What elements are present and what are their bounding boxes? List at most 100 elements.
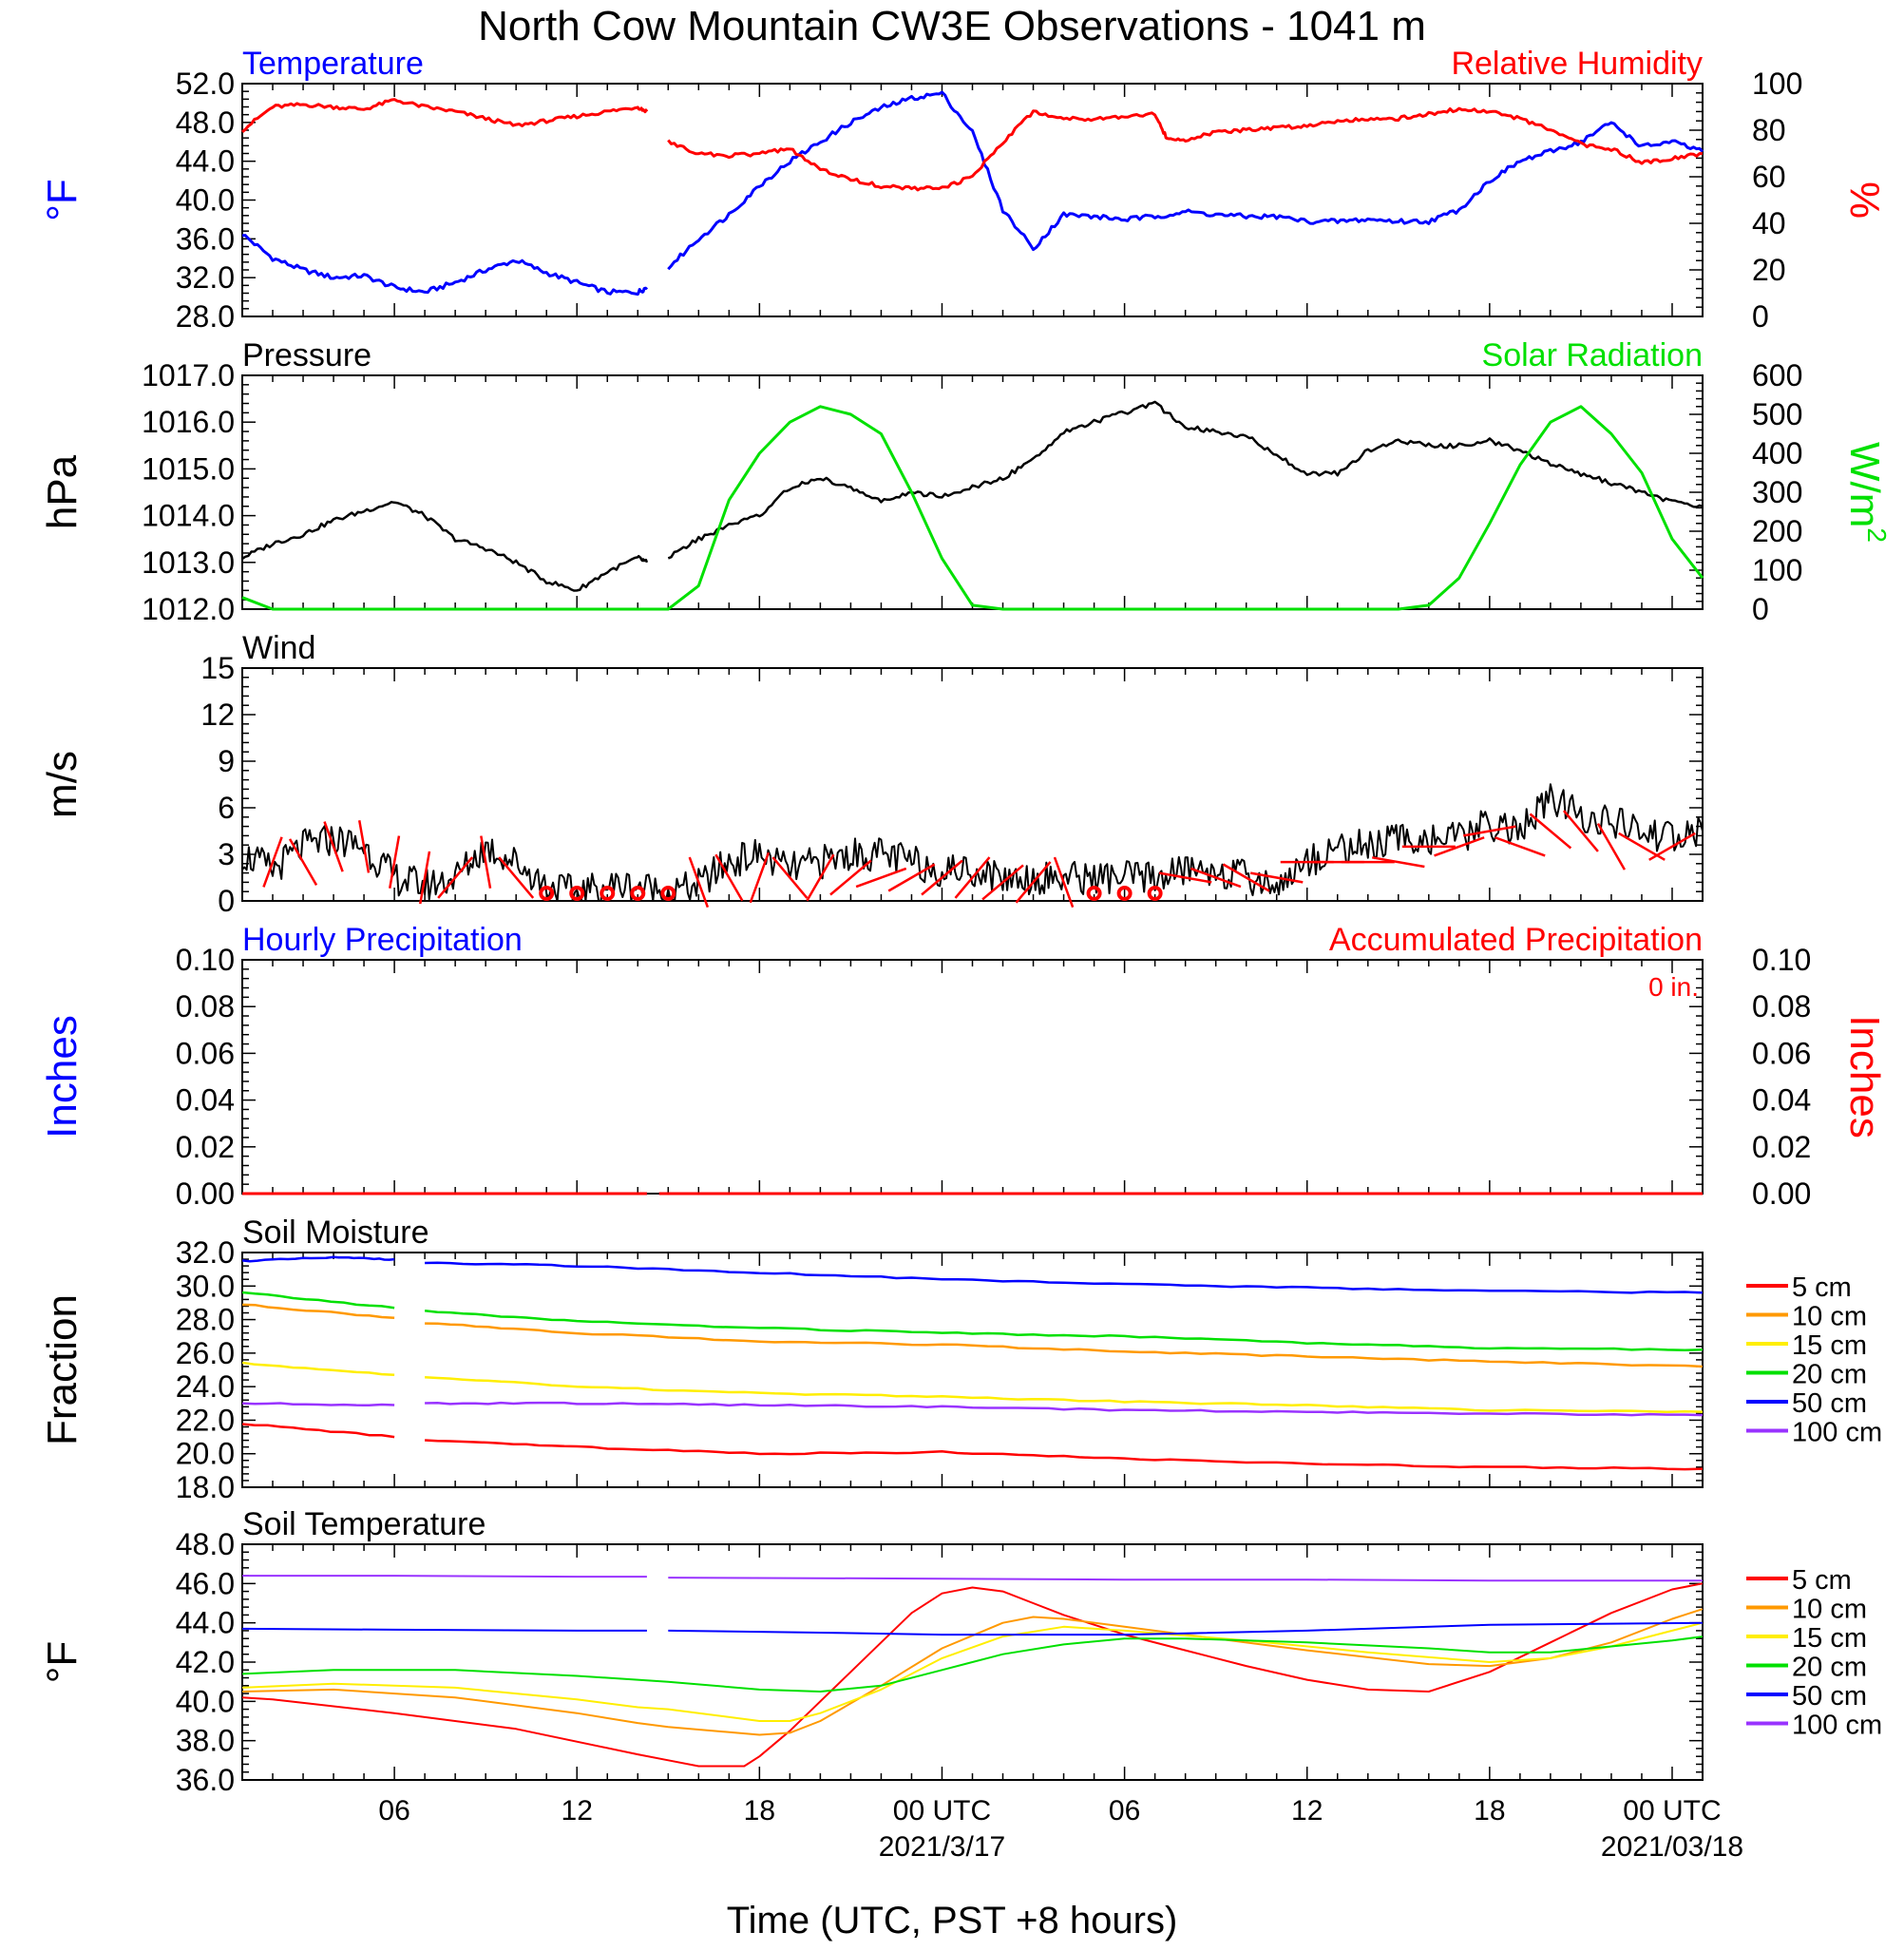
- y-right-tick-label: 0: [1752, 299, 1769, 334]
- y-tick-label: 20.0: [176, 1437, 235, 1471]
- wind-barb: [771, 856, 809, 899]
- 100-cm-line: [241, 1402, 395, 1407]
- 20-cm-line: [241, 1291, 395, 1310]
- wind-barb: [921, 859, 963, 896]
- y-tick-label: 0.06: [176, 1036, 235, 1070]
- wind-barb: [1596, 822, 1627, 870]
- calm-wind-marker: [1086, 886, 1102, 901]
- y-right-tick-label: 100: [1752, 67, 1802, 101]
- y-tick-label: 0.00: [176, 1176, 235, 1211]
- panel-left-title: Pressure: [242, 337, 371, 373]
- y-right-tick-label: 0.02: [1752, 1130, 1811, 1164]
- accumulated-total-label: 0 in.: [1648, 972, 1699, 1002]
- wind-barb: [1371, 856, 1425, 869]
- wind-barbs: [262, 810, 1696, 909]
- time-axis: 06 12 18 00 UTC 06 12 18 00 UTC 2021/3/17 2021/03…: [378, 1795, 1743, 1863]
- y-tick-label: 32.0: [176, 1235, 235, 1270]
- 5-cm-line: [241, 1423, 395, 1439]
- panel-right-title: Accumulated Precipitation: [1329, 922, 1703, 958]
- y-tick-label: 18.0: [176, 1470, 235, 1504]
- y-tick-label: 38.0: [176, 1724, 235, 1758]
- 5-cm-line: [241, 1582, 1704, 1768]
- y-tick-label: 0.08: [176, 989, 235, 1023]
- y-tick-label: 6: [218, 791, 235, 825]
- panel-left-title: Hourly Precipitation: [242, 922, 523, 958]
- legend-label: 15 cm: [1792, 1623, 1867, 1654]
- wind-barb: [389, 835, 401, 889]
- relative-humidity-line: [667, 106, 1704, 192]
- wind-barb: [1222, 863, 1270, 892]
- y-right-axis-title: %: [1841, 182, 1888, 219]
- y-tick-label: 42.0: [176, 1645, 235, 1679]
- y-tick-label: 9: [218, 744, 235, 778]
- 50-cm-line: [241, 1627, 647, 1632]
- 100-cm-line: [425, 1401, 1704, 1417]
- legend-label: 5 cm: [1792, 1565, 1852, 1596]
- x-tick-label: 00 UTC: [893, 1795, 991, 1827]
- y-right-tick-label: 300: [1752, 475, 1802, 509]
- legend-label: 50 cm: [1792, 1681, 1867, 1712]
- x-date-label: 2021/03/18: [1601, 1831, 1743, 1863]
- y-tick-label: 1016.0: [142, 405, 235, 439]
- y-right-tick-label: 80: [1752, 113, 1786, 147]
- y-tick-label: 0.02: [176, 1130, 235, 1164]
- y-tick-label: 1012.0: [142, 592, 235, 626]
- 100-cm-line: [668, 1577, 1703, 1582]
- y-right-tick-label: 0.06: [1752, 1036, 1811, 1070]
- temperature-line: [241, 234, 649, 296]
- plot-frame: [241, 959, 1704, 1195]
- wind-barb: [323, 821, 344, 872]
- x-tick-label: 06: [378, 1795, 409, 1827]
- x-tick-label: 18: [1474, 1795, 1505, 1827]
- wind-barb: [357, 820, 371, 873]
- temperature-humidity-panel: 52.0 48.0 44.0 40.036.0 32.0 28.0 100 80 60 40 20 0…: [39, 46, 1888, 334]
- wind-barb: [954, 856, 991, 899]
- 10-cm-line: [425, 1322, 1704, 1368]
- y-tick-label: 52.0: [176, 67, 235, 101]
- 50-cm-line: [668, 1621, 1704, 1636]
- wind-barb: [981, 864, 1024, 901]
- legend-label: 5 cm: [1792, 1272, 1852, 1303]
- pressure-solar-panel: 1017.0 1016.0 1015.0 1014.0 1013.0 1012.0 600 5…: [39, 337, 1892, 626]
- wind-barb: [1053, 856, 1075, 909]
- y-tick-label: 1015.0: [142, 451, 235, 486]
- panel-right-title: Relative Humidity: [1451, 46, 1703, 82]
- 20-cm-line: [241, 1635, 1704, 1693]
- y-tick-label: 0.10: [176, 943, 235, 977]
- precipitation-panel: 0.10 0.08 0.06 0.04 0.02 0.00 0.10 0.08 0.06 0.04…: [39, 922, 1888, 1211]
- time-axis-title: Time (UTC, PST +8 hours): [727, 1900, 1178, 1941]
- y-tick-label: 15: [200, 651, 235, 685]
- y-tick-label: 26.0: [176, 1336, 235, 1370]
- panels: 52.048.044.040.036.032.028.0100806040200…: [39, 46, 1892, 1797]
- wind-barb: [1463, 825, 1516, 837]
- legend-label: 10 cm: [1792, 1595, 1867, 1625]
- wind-barb: [1249, 871, 1304, 884]
- y-tick-label: 44.0: [176, 1606, 235, 1640]
- wind-barb: [419, 851, 431, 905]
- y-axis-title: °F: [39, 1641, 86, 1683]
- wind-barb: [714, 853, 744, 902]
- x-tick-label: 18: [744, 1795, 775, 1827]
- wind-panel: 15 12 9 6 3 0 Wind m/s: [39, 630, 1704, 918]
- 10-cm-line: [241, 1303, 395, 1320]
- y-tick-label: 36.0: [176, 1763, 235, 1797]
- 15-cm-line: [241, 1621, 1704, 1722]
- legend-label: 100 cm: [1792, 1418, 1882, 1448]
- temperature-line: [667, 90, 1704, 271]
- y-tick-label: 28.0: [176, 299, 235, 334]
- 15-cm-line: [425, 1375, 1704, 1414]
- y-tick-label: 48.0: [176, 105, 235, 140]
- 20-cm-line: [424, 1310, 1704, 1351]
- y-tick-label: 22.0: [176, 1403, 235, 1437]
- y-tick-label: 44.0: [176, 144, 235, 179]
- y-tick-label: 30.0: [176, 1269, 235, 1303]
- 10-cm-line: [241, 1608, 1704, 1736]
- x-tick-label: 12: [1291, 1795, 1323, 1827]
- y-tick-label: 40.0: [176, 183, 235, 218]
- wind-barb: [806, 853, 835, 902]
- y-tick-label: 0.04: [176, 1083, 235, 1118]
- y-right-axis-superscript: 2: [1862, 527, 1892, 543]
- legend-label: 100 cm: [1792, 1711, 1882, 1741]
- legend-label: 50 cm: [1792, 1388, 1867, 1419]
